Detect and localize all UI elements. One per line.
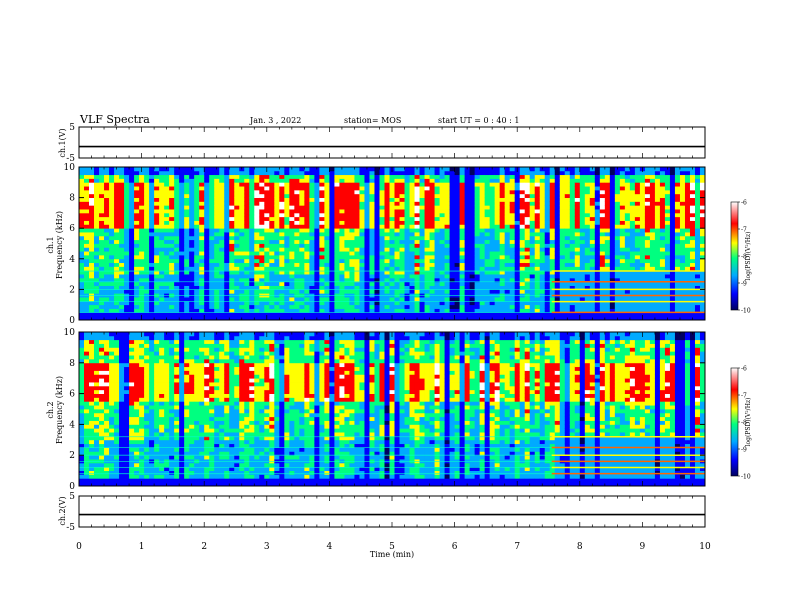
colorbar-ch1: -6 -7 -8 -9 -10 log(PSD)(V²/Hz)	[730, 200, 752, 315]
colorbar2-tick-3: -9	[741, 447, 747, 454]
ch1-voltage-ylabel: ch.1(V)	[58, 128, 67, 157]
spec1-ytick-4: 8	[69, 194, 75, 204]
ch1-spectrogram-panel: 0 2 4 6 8 10	[64, 163, 706, 326]
xtick-0: 0	[76, 542, 82, 552]
xtick-10: 10	[699, 542, 711, 552]
spec1-ytick-1: 2	[69, 285, 75, 295]
ch2-voltage-ylabel: ch.2(V)	[58, 496, 67, 525]
colorbar2-tick-1: -7	[741, 393, 747, 400]
date-label: Jan. 3 , 2022	[249, 116, 301, 125]
ch2v-ytick-0: 5	[69, 492, 75, 502]
ch2-voltage-panel: 5 -5	[66, 492, 706, 533]
xtick-6: 6	[452, 542, 458, 552]
colorbar1-tick-1: -7	[741, 227, 747, 234]
spec1-ytick-5: 10	[64, 163, 76, 173]
spec1-ytick-2: 4	[69, 255, 75, 265]
ch2-spectrogram-panel: 0 2 4 6 8 10	[64, 328, 706, 492]
figure-title: VLF Spectra	[79, 113, 150, 126]
colorbar1-tick-3: -9	[741, 281, 747, 288]
x-axis-label: Time (min)	[370, 550, 414, 559]
colorbar2-label: log(PSD)(V²/Hz)	[745, 398, 752, 447]
colorbar-ch2: -6 -7 -8 -9 -10 log(PSD)(V²/Hz)	[730, 366, 752, 481]
colorbar2-tick-2: -8	[741, 420, 747, 427]
ch1-spec-ylabel: Frequency (kHz)	[55, 211, 64, 279]
ch1-spec-chlabel: ch.1	[46, 236, 55, 253]
station-label: station= MOS	[344, 116, 401, 125]
xtick-4: 4	[327, 542, 333, 552]
xtick-5: 5	[389, 542, 395, 552]
colorbar1-tick-0: -6	[741, 200, 747, 207]
x-axis: 0 1 2 3 4 5 6 7 8 9 10	[76, 127, 711, 552]
xtick-1: 1	[139, 542, 145, 552]
spec2-ytick-0: 0	[69, 482, 75, 492]
spec2-ytick-4: 8	[69, 359, 75, 369]
colorbar2-tick-4: -10	[741, 474, 751, 481]
spec2-ytick-1: 2	[69, 451, 75, 461]
xtick-9: 9	[640, 542, 646, 552]
xtick-3: 3	[264, 542, 270, 552]
spec2-ytick-2: 4	[69, 420, 75, 430]
spec2-ytick-5: 10	[64, 328, 76, 338]
spec1-ytick-3: 6	[69, 224, 75, 234]
ch1v-ytick-1: -5	[66, 154, 75, 164]
xtick-8: 8	[577, 542, 583, 552]
xtick-2: 2	[201, 542, 207, 552]
spec1-ytick-0: 0	[69, 316, 75, 326]
colorbar1-tick-4: -10	[741, 308, 751, 315]
colorbar2-tick-0: -6	[741, 366, 747, 373]
xtick-7: 7	[514, 542, 520, 552]
spec2-ytick-3: 6	[69, 390, 75, 400]
ch1v-ytick-0: 5	[69, 123, 75, 133]
ch2-spec-ylabel: Frequency (kHz)	[55, 376, 64, 444]
start-ut-label: start UT = 0 : 40 : 1	[438, 116, 519, 125]
colorbar1-label: log(PSD)(V²/Hz)	[745, 232, 752, 281]
ch2v-ytick-1: -5	[66, 523, 75, 533]
ch1-voltage-panel: 5 -5	[66, 123, 706, 164]
ch2-spec-chlabel: ch.2	[46, 401, 55, 418]
colorbar1-tick-2: -8	[741, 254, 747, 261]
